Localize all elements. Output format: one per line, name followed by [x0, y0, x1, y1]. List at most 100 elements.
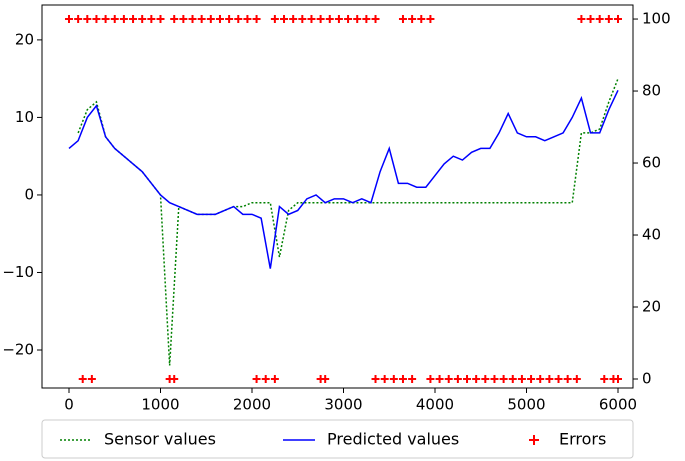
error-marker: [252, 15, 261, 24]
legend-label: Predicted values: [327, 430, 459, 449]
x-tick-label: 3000: [324, 396, 362, 414]
error-marker: [261, 375, 270, 384]
error-marker: [225, 15, 234, 24]
y-tick-label: −10: [2, 263, 34, 281]
y-tick-label: −20: [2, 341, 34, 359]
error-marker: [545, 375, 554, 384]
error-marker: [110, 15, 119, 24]
y2-tick-label: 40: [642, 226, 661, 244]
series-line: [77, 78, 619, 366]
x-tick-label: 0: [64, 396, 74, 414]
error-marker: [316, 15, 325, 24]
error-marker: [129, 15, 138, 24]
error-marker: [101, 15, 110, 24]
error-marker: [270, 15, 279, 24]
error-marker: [600, 375, 609, 384]
x-tick-label: 5000: [507, 396, 545, 414]
legend-box: [41, 419, 634, 459]
error-marker: [398, 15, 407, 24]
error-marker: [156, 15, 165, 24]
error-marker: [577, 15, 586, 24]
error-marker: [563, 375, 572, 384]
y2-tick-label: 0: [642, 370, 652, 388]
error-marker: [408, 15, 417, 24]
series-line: [68, 89, 619, 269]
error-marker: [83, 15, 92, 24]
x-tick-label: 1000: [141, 396, 179, 414]
x-tick-label: 2000: [233, 396, 271, 414]
y-tick-label: 10: [15, 108, 34, 126]
error-marker: [595, 15, 604, 24]
error-marker: [78, 375, 87, 384]
x-tick-label: 4000: [416, 396, 454, 414]
error-marker: [74, 15, 83, 24]
error-marker: [613, 15, 622, 24]
y2-tick-label: 20: [642, 298, 661, 316]
error-marker: [298, 15, 307, 24]
error-marker: [398, 375, 407, 384]
error-marker: [243, 15, 252, 24]
error-marker: [280, 15, 289, 24]
legend-marker: [529, 435, 539, 445]
error-marker: [371, 15, 380, 24]
error-marker: [586, 15, 595, 24]
error-marker: [499, 375, 508, 384]
error-marker: [389, 375, 398, 384]
error-marker: [321, 375, 330, 384]
error-marker: [613, 375, 622, 384]
error-marker: [426, 15, 435, 24]
error-marker: [453, 375, 462, 384]
error-marker: [604, 15, 613, 24]
error-marker: [206, 15, 215, 24]
error-marker: [215, 15, 224, 24]
legend-label: Errors: [559, 430, 606, 449]
y-tick-label: 0: [24, 185, 34, 203]
error-marker: [179, 15, 188, 24]
error-marker: [197, 15, 206, 24]
error-marker: [463, 375, 472, 384]
legend-label: Sensor values: [104, 430, 216, 449]
error-marker: [554, 375, 563, 384]
error-marker: [362, 15, 371, 24]
error-marker: [92, 15, 101, 24]
error-marker: [517, 375, 526, 384]
error-marker: [170, 15, 179, 24]
error-marker: [289, 15, 298, 24]
error-marker: [252, 375, 261, 384]
error-marker: [435, 375, 444, 384]
error-marker: [325, 15, 334, 24]
error-marker: [334, 15, 343, 24]
x-tick-label: 6000: [599, 396, 637, 414]
error-marker: [380, 375, 389, 384]
error-marker: [444, 375, 453, 384]
error-marker: [481, 375, 490, 384]
error-marker: [408, 375, 417, 384]
y2-tick-label: 60: [642, 154, 661, 172]
error-marker: [353, 15, 362, 24]
error-marker: [138, 15, 147, 24]
error-marker: [490, 375, 499, 384]
error-marker: [119, 15, 128, 24]
error-marker: [188, 15, 197, 24]
error-marker: [147, 15, 156, 24]
plot-frame: [41, 4, 634, 389]
error-marker: [344, 15, 353, 24]
error-marker: [508, 375, 517, 384]
error-marker: [371, 375, 380, 384]
error-marker: [307, 15, 316, 24]
error-marker: [572, 375, 581, 384]
error-marker: [87, 375, 96, 384]
legend: Sensor values Predicted values Errors: [41, 419, 634, 459]
y2-tick-label: 100: [642, 10, 671, 28]
error-marker: [234, 15, 243, 24]
error-marker: [536, 375, 545, 384]
error-marker: [472, 375, 481, 384]
y-tick-label: 20: [15, 30, 34, 48]
error-marker: [270, 375, 279, 384]
error-marker: [527, 375, 536, 384]
error-marker: [170, 375, 179, 384]
error-marker: [426, 375, 435, 384]
error-marker: [64, 15, 73, 24]
y2-tick-label: 80: [642, 82, 661, 100]
